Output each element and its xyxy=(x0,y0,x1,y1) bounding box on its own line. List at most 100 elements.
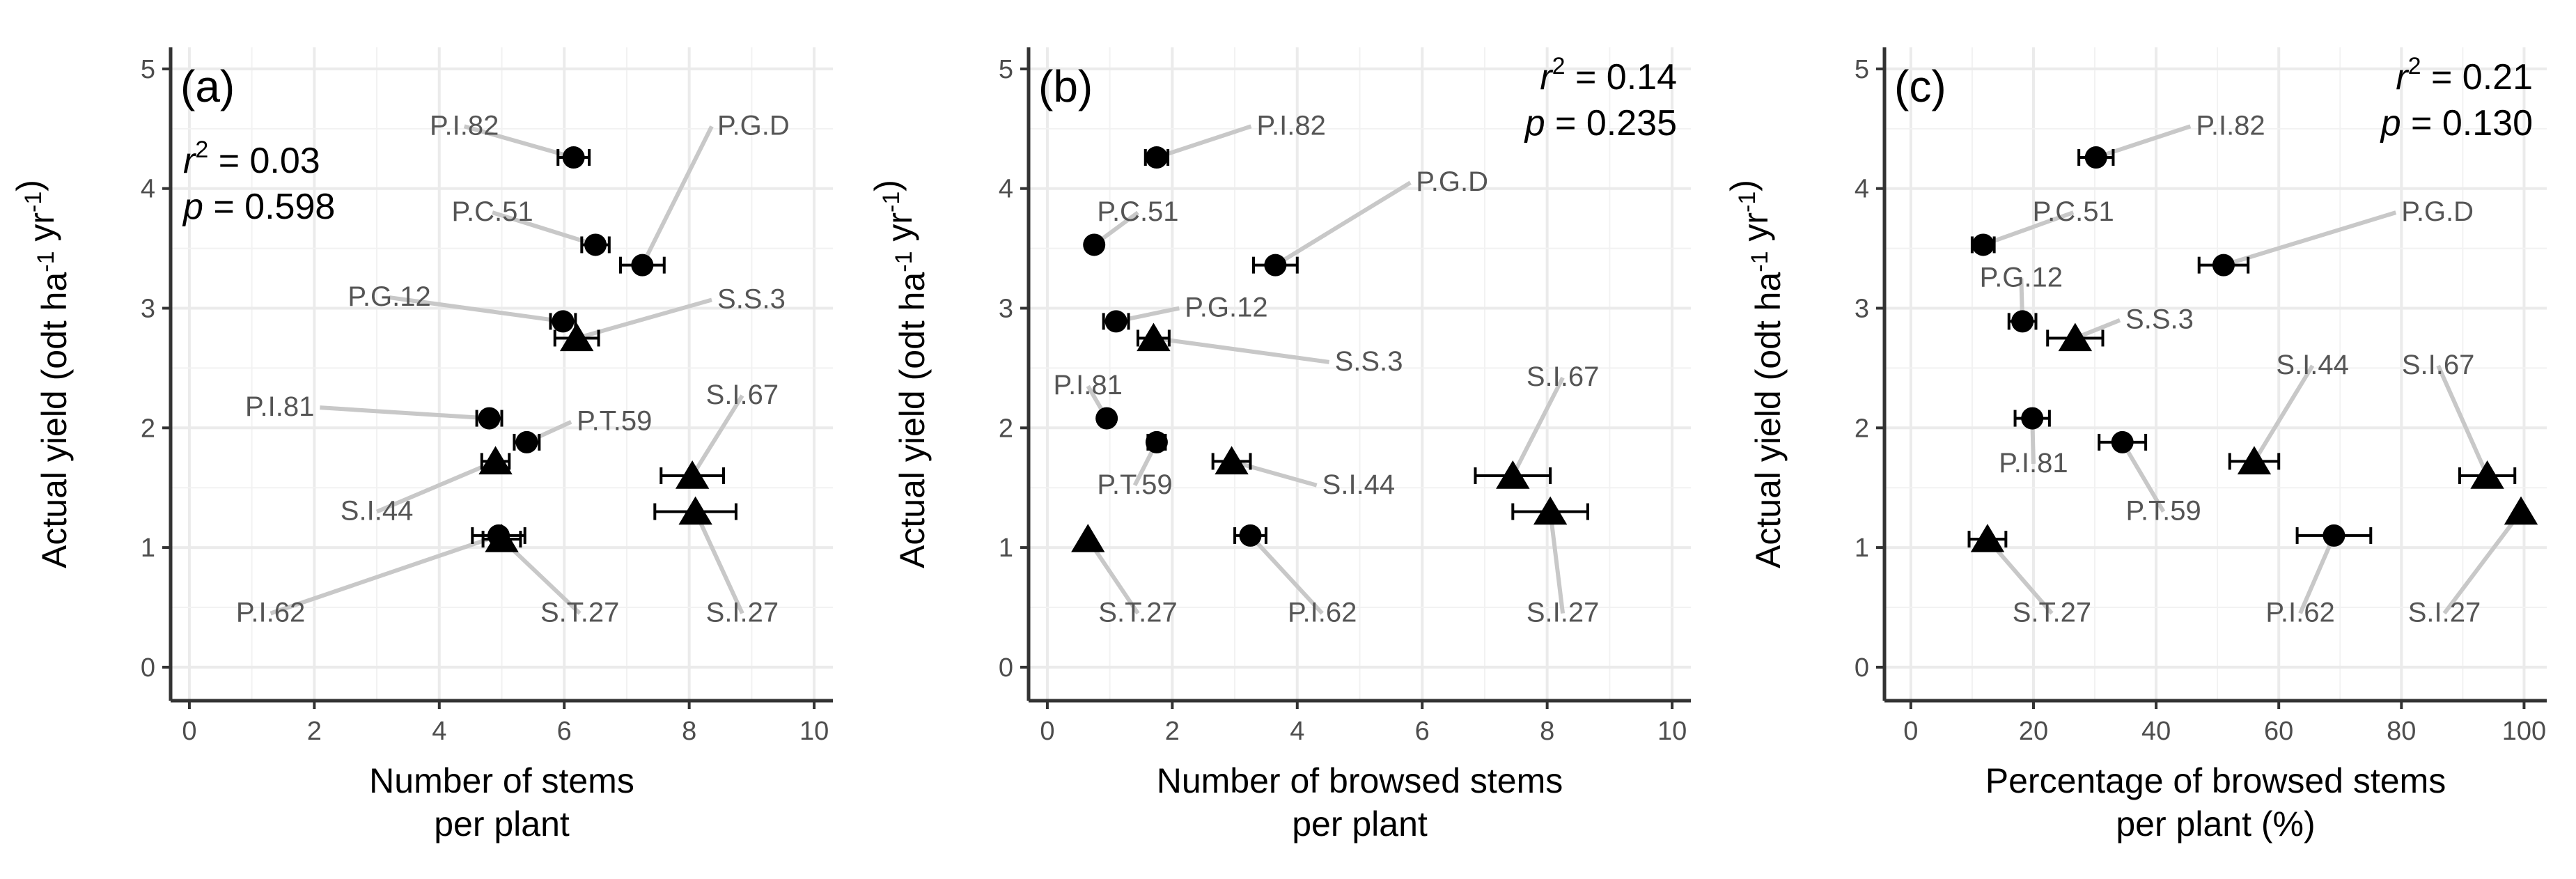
triangle-point xyxy=(559,322,594,352)
y-tick-label: 5 xyxy=(999,55,1013,84)
leader-line xyxy=(389,295,563,324)
point-label: S.I.44 xyxy=(1322,469,1396,500)
y-tick-label: 1 xyxy=(141,534,155,563)
point-labels: P.I.82 P.G.D P.C.51 P.G.12 S.S.3 P.I.81 P.T.59… xyxy=(236,110,790,628)
leader-line xyxy=(2095,124,2192,160)
leader-line xyxy=(640,125,714,267)
panel-b: 0 2 4 6 8 10 0 1 2 3 4 5 Number of browsed stems per … xyxy=(868,47,1691,843)
point-labels: P.I.82 P.G.D P.C.51 P.G.12 S.S.3 P.I.81 P.T.59… xyxy=(1054,110,1600,628)
triangle-point xyxy=(1137,322,1171,352)
x-tick-label: 20 xyxy=(2019,717,2048,746)
leader-line xyxy=(2252,364,2315,462)
leader-line xyxy=(492,210,596,247)
point-label: P.T.59 xyxy=(1097,469,1172,500)
leader-line xyxy=(270,534,499,616)
leader-line xyxy=(1249,534,1324,615)
point-label: S.I.27 xyxy=(2408,598,2481,628)
x-axis-title: per plant xyxy=(1292,804,1428,843)
point-labels: P.I.82 P.C.51 P.G.D P.G.12 S.S.3 P.I.81 P.T.59… xyxy=(1980,110,2481,628)
leader-line xyxy=(1231,459,1318,488)
triangle-point xyxy=(1215,446,1249,475)
triangle-point xyxy=(485,524,519,552)
triangle-point xyxy=(478,446,513,475)
y-tick-label: 4 xyxy=(141,175,155,204)
triangle-point xyxy=(2058,322,2093,352)
y-tick-label: 4 xyxy=(1855,175,1869,204)
r-squared-text: r2 = 0.21 xyxy=(2396,53,2533,98)
grid xyxy=(1029,47,1691,701)
x-tick-label: 60 xyxy=(2264,717,2293,746)
point-label: P.G.12 xyxy=(348,281,430,312)
triangle-point xyxy=(675,460,710,489)
panel-label: (b) xyxy=(1038,61,1093,111)
x-tick-label: 6 xyxy=(1415,717,1430,746)
x-tick-label: 10 xyxy=(1657,717,1687,746)
x-axis-title: per plant (%) xyxy=(2116,804,2315,843)
x-axis-title: per plant xyxy=(434,804,570,843)
panel-label: (c) xyxy=(1894,61,1946,111)
triangle-point xyxy=(1533,496,1568,525)
circle-point xyxy=(1104,310,1127,333)
point-label: P.I.81 xyxy=(245,391,314,422)
panel-c: 0 20 40 60 80 100 0 1 2 3 4 5 Percentage of browsed … xyxy=(1724,47,2547,843)
y-tick-label: 1 xyxy=(999,534,1013,563)
circle-point xyxy=(1145,430,1168,453)
y-tick-label: 4 xyxy=(999,175,1013,204)
point-label: S.I.44 xyxy=(341,496,414,527)
y-tick-label: 3 xyxy=(999,295,1013,324)
p-value-text: p = 0.130 xyxy=(2380,103,2533,143)
x-tick-label: 100 xyxy=(2502,717,2546,746)
y-tick-label: 3 xyxy=(1855,295,1869,324)
triangle-point xyxy=(2237,446,2272,475)
circle-point xyxy=(562,146,585,169)
x-axis-title: Number of browsed stems xyxy=(1157,761,1563,800)
leader-line xyxy=(320,405,490,421)
y-tick-label: 0 xyxy=(1855,653,1869,683)
y-tick-label: 1 xyxy=(1855,534,1869,563)
point-label: S.S.3 xyxy=(1335,346,1403,377)
y-tick-label: 5 xyxy=(141,55,155,84)
circle-point xyxy=(1145,146,1168,169)
circle-point xyxy=(631,254,654,277)
triangle-point xyxy=(678,496,712,525)
point-label: S.I.67 xyxy=(706,380,779,410)
p-value-text: p = 0.598 xyxy=(182,187,335,227)
x-tick-label: 80 xyxy=(2387,717,2416,746)
x-tick-label: 40 xyxy=(2141,717,2171,746)
leader-line xyxy=(1982,210,2075,247)
leader-line xyxy=(2074,318,2121,341)
circle-point xyxy=(1264,254,1287,277)
plot-area xyxy=(1884,47,2547,701)
leader-line xyxy=(2442,510,2523,615)
circle-point xyxy=(2323,524,2345,547)
label-leaders xyxy=(270,124,744,616)
y-tick-label: 2 xyxy=(999,414,1013,443)
point-label: P.C.51 xyxy=(1097,196,1178,227)
panel-a: 0 2 4 6 8 10 0 1 2 3 4 5 Number of stems per plant Act… xyxy=(10,47,833,843)
leader-line xyxy=(2223,210,2397,267)
circle-point xyxy=(478,407,501,430)
leader-line xyxy=(1511,376,1565,477)
x-axis-title: Percentage of browsed stems xyxy=(1985,761,2446,800)
point-label: P.I.62 xyxy=(236,598,305,628)
leader-line xyxy=(2121,441,2166,513)
point-label: P.T.59 xyxy=(577,406,652,437)
x-tick-label: 4 xyxy=(432,717,446,746)
circle-point xyxy=(2084,146,2107,169)
y-tick-label: 5 xyxy=(1855,55,1869,84)
y-axis-title: Actual yield (odt ha-1 yr-1) xyxy=(1724,180,1788,568)
circle-point xyxy=(1083,233,1106,256)
circle-point xyxy=(1095,407,1118,430)
point-label: P.G.D xyxy=(717,110,790,141)
leader-line xyxy=(1155,124,1252,160)
circle-point xyxy=(515,430,538,453)
point-label: P.G.12 xyxy=(1185,293,1267,323)
point-label: P.I.82 xyxy=(2196,110,2265,141)
x-tick-label: 6 xyxy=(557,717,572,746)
y-tick-label: 3 xyxy=(141,295,155,324)
point-label: P.I.81 xyxy=(1054,370,1123,400)
r-squared-text: r2 = 0.03 xyxy=(183,137,320,181)
point-label: P.G.D xyxy=(1416,166,1488,197)
point-label: S.I.67 xyxy=(2402,350,2475,380)
point-label: P.I.81 xyxy=(1999,448,2068,479)
